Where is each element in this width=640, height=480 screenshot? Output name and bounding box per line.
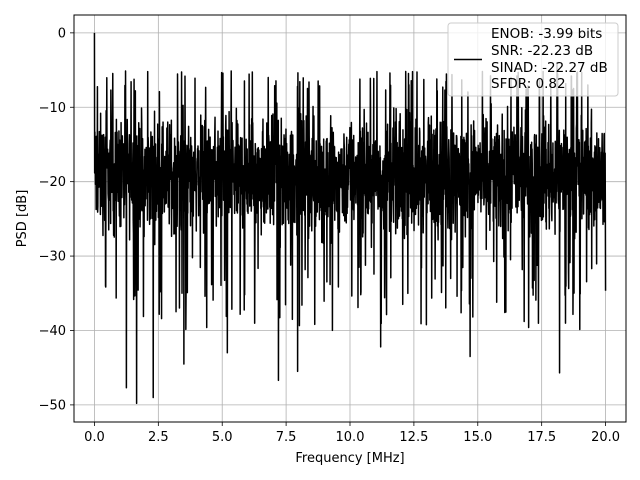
x-tick-label: 20.0 bbox=[591, 430, 620, 445]
y-tick-label: −40 bbox=[39, 324, 66, 339]
y-tick-label: −50 bbox=[39, 398, 66, 413]
legend-entry-enob: ENOB: -3.99 bits bbox=[491, 26, 602, 42]
x-tick-label: 2.5 bbox=[148, 430, 169, 445]
x-tick-label: 7.5 bbox=[276, 430, 297, 445]
x-tick-label: 17.5 bbox=[527, 430, 556, 445]
legend-entry-snr: SNR: -22.23 dB bbox=[491, 43, 593, 59]
x-tick-label: 0.0 bbox=[84, 430, 105, 445]
y-axis-label: PSD [dB] bbox=[15, 190, 30, 248]
x-tick-label: 10.0 bbox=[336, 430, 365, 445]
y-tick-label: −30 bbox=[39, 250, 66, 265]
y-axis: 0 −10 −20 −30 −40 −50 bbox=[39, 26, 74, 413]
psd-series-line bbox=[93, 32, 607, 405]
y-tick-label: −20 bbox=[39, 175, 66, 190]
legend: ENOB: -3.99 bits SNR: -22.23 dB SINAD: -… bbox=[447, 22, 619, 97]
legend-entry-sinad: SINAD: -22.27 dB bbox=[491, 60, 608, 76]
legend-box bbox=[447, 22, 619, 97]
x-tick-label: 12.5 bbox=[399, 430, 428, 445]
legend-entry-sfdr: SFDR: 0.82 bbox=[491, 76, 566, 92]
x-tick-label: 5.0 bbox=[212, 430, 233, 445]
x-axis-label: Frequency [MHz] bbox=[295, 451, 404, 466]
y-tick-label: 0 bbox=[58, 26, 66, 41]
y-tick-label: −10 bbox=[39, 101, 66, 116]
x-tick-label: 15.0 bbox=[463, 430, 492, 445]
x-axis: 0.0 2.5 5.0 7.5 10.0 12.5 15.0 17.5 20.0 bbox=[84, 422, 620, 445]
